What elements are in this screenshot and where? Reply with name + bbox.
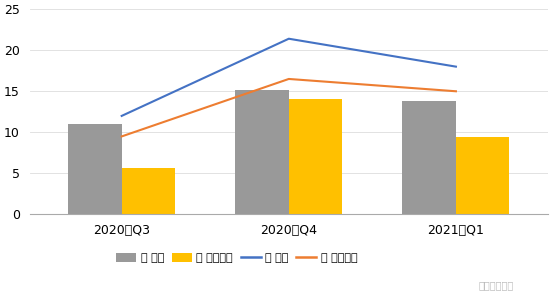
Bar: [456, 137, 509, 214]
Bar: [235, 90, 289, 214]
Bar: [68, 124, 121, 214]
Bar: [121, 168, 175, 214]
Legend: 装 三元, 装 磷酸铁锂, 产 三元, 产 磷酸铁锂: 装 三元, 装 磷酸铁锂, 产 三元, 产 磷酸铁锂: [116, 253, 358, 263]
Bar: [289, 99, 342, 214]
Text: 汽车电子设计: 汽车电子设计: [478, 280, 513, 290]
Bar: [402, 101, 456, 214]
